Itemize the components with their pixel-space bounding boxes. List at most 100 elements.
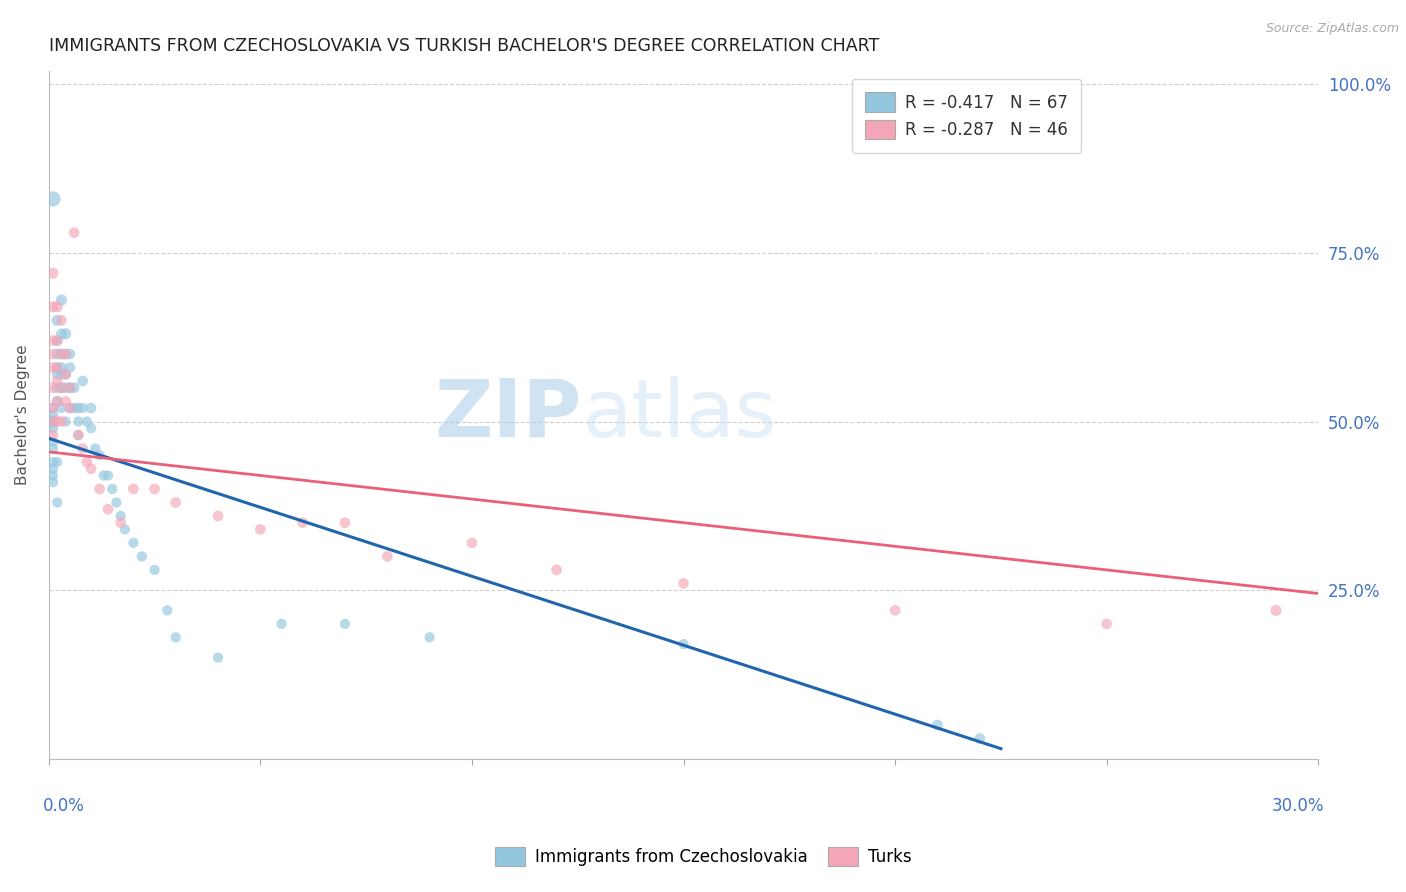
Point [884,603,907,617]
Legend: Immigrants from Czechoslovakia, Turks: Immigrants from Czechoslovakia, Turks [486,838,920,875]
Point [42,192,65,206]
Point [42,401,65,415]
Point [419,631,441,645]
Point [143,482,166,496]
Point [93,468,115,483]
Point [46,394,69,409]
Point [672,576,695,591]
Point [46,415,69,429]
Point [42,442,65,456]
Point [51,313,73,327]
Point [51,381,73,395]
Point [42,455,65,469]
Y-axis label: Bachelor's Degree: Bachelor's Degree [15,344,30,485]
Point [51,381,73,395]
Point [59,347,82,361]
Point [67,428,90,442]
Point [76,415,98,429]
Point [46,394,69,409]
Point [67,428,90,442]
Point [67,415,90,429]
Point [55,347,77,361]
Point [42,415,65,429]
Point [207,508,229,523]
Point [42,415,65,429]
Point [42,401,65,415]
Text: ZIP: ZIP [434,376,582,454]
Point [59,381,82,395]
Point [114,523,136,537]
Point [51,347,73,361]
Point [105,495,128,509]
Point [672,637,695,651]
Point [165,631,187,645]
Point [76,455,98,469]
Point [46,334,69,348]
Point [46,455,69,469]
Text: 30.0%: 30.0% [1272,797,1324,814]
Point [63,226,86,240]
Point [46,495,69,509]
Point [46,368,69,382]
Point [51,347,73,361]
Point [42,428,65,442]
Point [42,347,65,361]
Point [55,368,77,382]
Point [97,468,120,483]
Point [55,347,77,361]
Point [63,381,86,395]
Point [80,401,103,415]
Point [42,334,65,348]
Point [927,718,949,732]
Point [51,415,73,429]
Point [143,563,166,577]
Point [51,368,73,382]
Point [72,442,94,456]
Point [63,401,86,415]
Text: atlas: atlas [582,376,776,454]
Point [969,731,991,746]
Point [375,549,398,564]
Point [72,401,94,415]
Point [42,468,65,483]
Point [249,523,271,537]
Point [89,448,111,462]
Point [59,401,82,415]
Point [122,536,145,550]
Point [84,442,107,456]
Point [46,360,69,375]
Point [291,516,314,530]
Point [42,415,65,429]
Point [55,381,77,395]
Point [1095,616,1118,631]
Point [46,360,69,375]
Point [46,300,69,314]
Point [101,482,124,496]
Point [51,401,73,415]
Point [156,603,179,617]
Point [72,374,94,388]
Text: Source: ZipAtlas.com: Source: ZipAtlas.com [1265,22,1399,36]
Text: 0.0%: 0.0% [42,797,84,814]
Point [55,326,77,341]
Point [55,368,77,382]
Point [46,334,69,348]
Point [55,415,77,429]
Point [89,482,111,496]
Point [51,360,73,375]
Point [42,408,65,422]
Point [55,394,77,409]
Point [80,461,103,475]
Point [1265,603,1288,617]
Point [122,482,145,496]
Point [42,461,65,475]
Point [165,495,187,509]
Point [207,650,229,665]
Point [42,300,65,314]
Point [51,326,73,341]
Text: IMMIGRANTS FROM CZECHOSLOVAKIA VS TURKISH BACHELOR'S DEGREE CORRELATION CHART: IMMIGRANTS FROM CZECHOSLOVAKIA VS TURKIS… [49,37,879,55]
Point [59,360,82,375]
Point [46,374,69,388]
Point [42,434,65,449]
Point [42,381,65,395]
